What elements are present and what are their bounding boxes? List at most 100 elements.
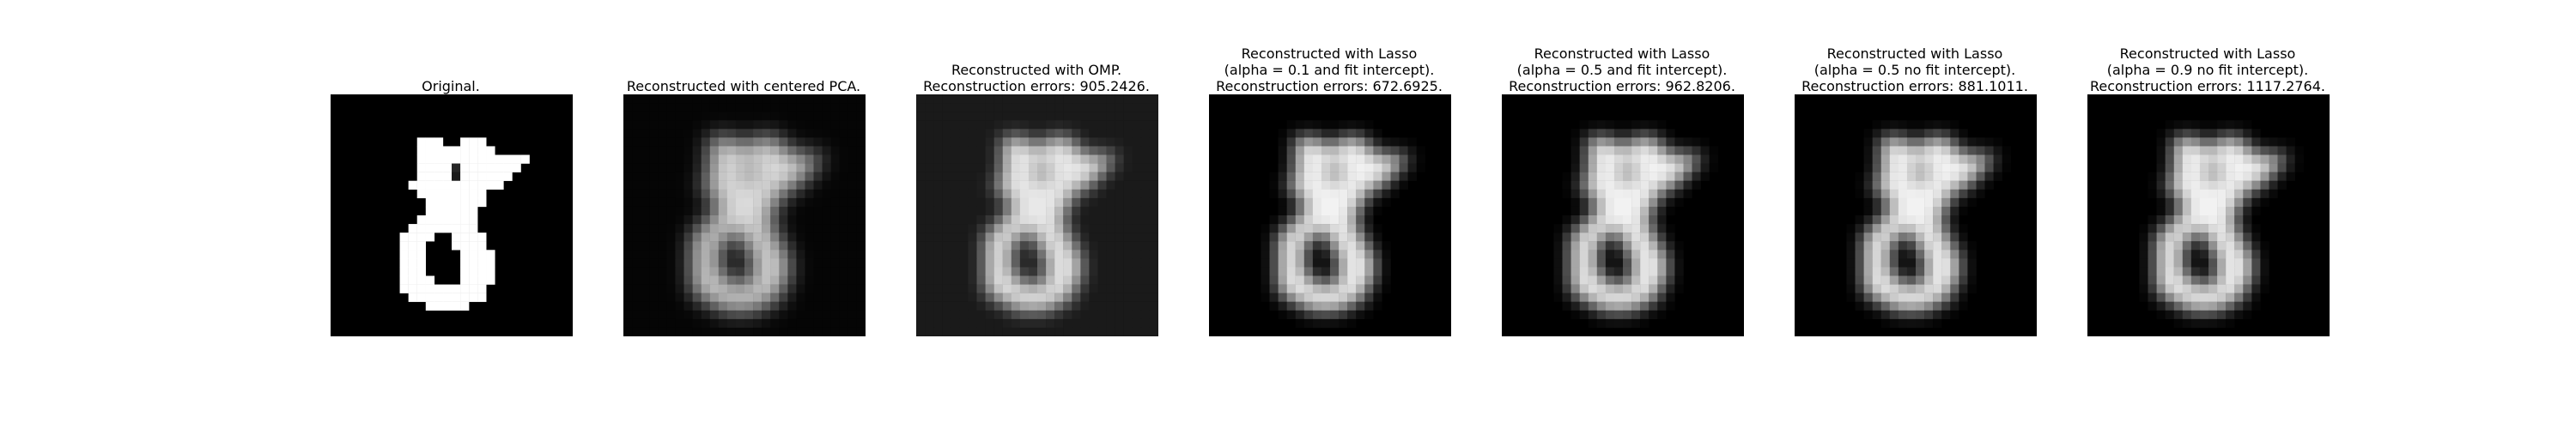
pixel	[744, 129, 753, 137]
pixel	[1339, 198, 1347, 207]
pixel	[1916, 172, 1924, 181]
pixel	[1623, 293, 1631, 302]
pixel	[848, 276, 857, 285]
pixel	[649, 311, 658, 319]
pixel	[1933, 172, 1941, 181]
pixel	[779, 120, 787, 129]
pixel	[1933, 293, 1941, 302]
pixel	[744, 120, 753, 129]
pixel	[434, 181, 443, 190]
pixel	[1950, 215, 1959, 224]
pixel	[1364, 302, 1373, 311]
pixel	[1046, 94, 1054, 103]
pixel	[1941, 258, 1950, 267]
pixel	[1364, 207, 1373, 215]
pixel	[1890, 137, 1899, 146]
pixel	[1080, 112, 1089, 120]
pixel	[632, 224, 641, 233]
pixel	[2217, 267, 2226, 275]
pixel	[658, 146, 666, 154]
pixel	[986, 164, 994, 172]
pixel	[1012, 190, 1020, 198]
pixel	[2251, 293, 2260, 302]
pixel	[1881, 164, 1890, 172]
pixel	[1304, 302, 1313, 311]
pixel	[1330, 311, 1339, 319]
pixel	[1046, 328, 1054, 336]
pixel	[1864, 207, 1873, 215]
pixel	[2208, 293, 2217, 302]
pixel	[994, 146, 1003, 154]
pixel	[1589, 285, 1597, 293]
pixel	[1563, 293, 1571, 302]
pixel	[1054, 198, 1063, 207]
pixel	[805, 190, 814, 198]
pixel	[1339, 293, 1347, 302]
pixel	[916, 328, 925, 336]
pixel	[1382, 137, 1390, 146]
panel-lasso-alpha-0-5-intercept: Reconstructed with Lasso (alpha = 0.5 an…	[1493, 0, 1751, 429]
pixel	[2183, 207, 2191, 215]
pixel	[1063, 94, 1072, 103]
pixel	[959, 181, 968, 190]
pixel	[787, 302, 796, 311]
pixel	[1080, 215, 1089, 224]
pixel	[951, 120, 959, 129]
pixel	[632, 198, 641, 207]
pixel	[400, 241, 409, 250]
pixel	[452, 190, 460, 198]
pixel	[1339, 129, 1347, 137]
pixel	[840, 302, 848, 311]
pixel	[649, 112, 658, 120]
panel-title: Reconstructed with Lasso (alpha = 0.9 no…	[2044, 45, 2371, 94]
pixel	[460, 172, 469, 181]
pixel	[1020, 224, 1029, 233]
pixel	[2251, 250, 2260, 258]
pixel	[1623, 198, 1631, 207]
pixel	[994, 207, 1003, 215]
pixel	[2251, 302, 2260, 311]
pixel	[684, 328, 693, 336]
pixel	[1046, 198, 1054, 207]
pixel	[1571, 215, 1580, 224]
pixel	[2226, 198, 2234, 207]
pixel	[1046, 112, 1054, 120]
pixel	[1029, 302, 1037, 311]
pixel	[1890, 319, 1899, 328]
pixel	[1020, 190, 1029, 198]
pixel	[744, 198, 753, 207]
pixel	[649, 120, 658, 129]
pixel	[1330, 207, 1339, 215]
pixel	[1003, 311, 1012, 319]
pixel	[977, 181, 986, 190]
pixel	[951, 137, 959, 146]
pixel	[823, 250, 831, 258]
pixel	[434, 137, 443, 146]
pixel	[1881, 190, 1890, 198]
pixel	[1364, 224, 1373, 233]
pixel	[2260, 155, 2269, 164]
pixel	[823, 207, 831, 215]
pixel	[521, 155, 530, 164]
pixel	[779, 207, 787, 215]
pixel	[1046, 258, 1054, 267]
pixel	[1640, 181, 1649, 190]
pixel	[736, 293, 744, 302]
pixel	[1710, 146, 1718, 154]
pixel	[840, 328, 848, 336]
pixel	[1856, 172, 1864, 181]
pixel	[1640, 198, 1649, 207]
pixel	[1012, 103, 1020, 112]
pixel	[1080, 311, 1089, 319]
pixel	[1029, 319, 1037, 328]
pixel	[649, 215, 658, 224]
pixel	[1063, 250, 1072, 258]
pixel	[649, 224, 658, 233]
pixel	[1107, 311, 1115, 319]
pixel	[744, 190, 753, 198]
pixel	[2278, 155, 2287, 164]
pixel	[840, 172, 848, 181]
pixel	[2234, 207, 2243, 215]
pixel	[1364, 164, 1373, 172]
pixel	[1115, 285, 1124, 293]
